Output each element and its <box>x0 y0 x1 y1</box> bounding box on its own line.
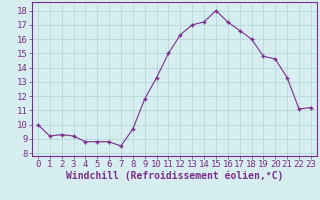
X-axis label: Windchill (Refroidissement éolien,°C): Windchill (Refroidissement éolien,°C) <box>66 171 283 181</box>
